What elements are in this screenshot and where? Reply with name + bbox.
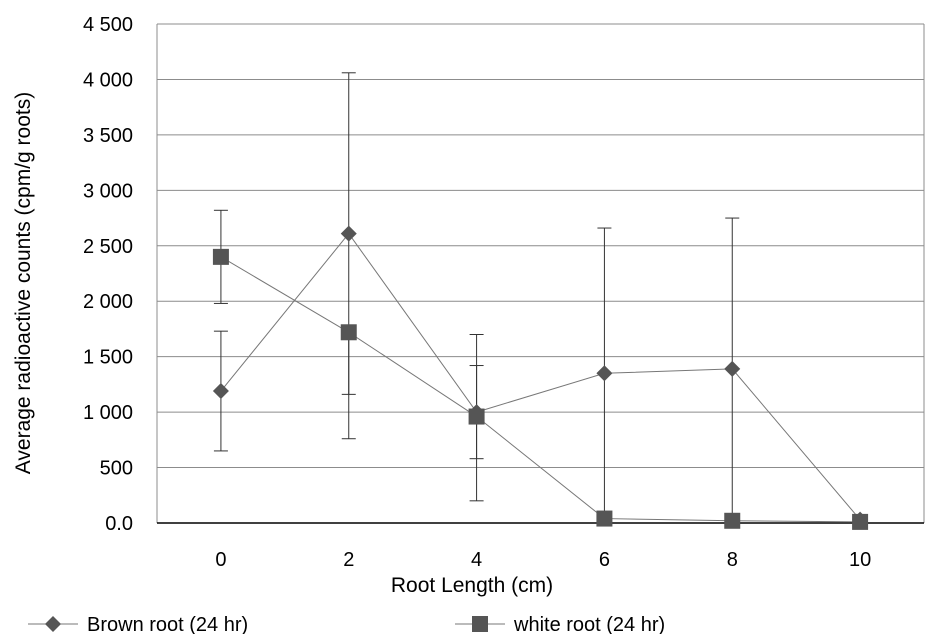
square-marker [340,324,357,341]
diamond-marker [340,225,357,242]
y-tick-label: 2 000 [83,291,133,313]
x-tick-labels: 0 2 4 6 8 10 [215,549,871,571]
diamond-marker [212,383,229,400]
y-tick-label: 3 500 [83,125,133,147]
diamond-marker [724,360,741,377]
square-marker [212,248,229,265]
legend-square-marker [472,616,488,632]
x-tick-label: 10 [849,549,871,571]
legend-diamond-marker [45,616,61,632]
diamond-marker [596,365,613,382]
x-tick-label: 6 [599,549,610,571]
x-tick-label: 4 [471,549,482,571]
y-tick-label: 4 000 [83,69,133,91]
x-tick-label: 0 [215,549,226,571]
series-line [220,232,861,520]
y-tick-label: 500 [100,458,133,480]
error-bars [213,72,740,524]
square-marker [468,408,485,425]
y-tick-label: 3 000 [83,180,133,202]
y-tick-label: 1 500 [83,347,133,369]
square-marker [724,512,741,529]
x-tick-label: 8 [727,549,738,571]
square-marker [596,510,613,527]
series-markers [212,225,869,530]
gridlines [157,23,924,469]
legend-label: white root (24 hr) [513,614,665,634]
series-line [220,256,861,523]
y-axis-label: Average radioactive counts (cpm/g roots) [12,92,35,474]
legend-label: Brown root (24 hr) [87,614,248,634]
axes [156,24,925,524]
y-tick-label: 0.0 [105,513,133,535]
y-tick-label: 1 000 [83,402,133,424]
x-tick-label: 2 [343,549,354,571]
y-tick-label: 2 500 [83,236,133,258]
legend: Brown root (24 hr) white root (24 hr) [28,614,665,634]
square-marker [852,513,869,530]
y-tick-labels: 0.0 500 1 000 1 500 2 000 2 500 3 000 3 500 4 00… [83,14,133,535]
y-tick-label: 4 500 [83,14,133,36]
series-lines [220,232,861,523]
x-axis-label: Root Length (cm) [391,574,553,597]
